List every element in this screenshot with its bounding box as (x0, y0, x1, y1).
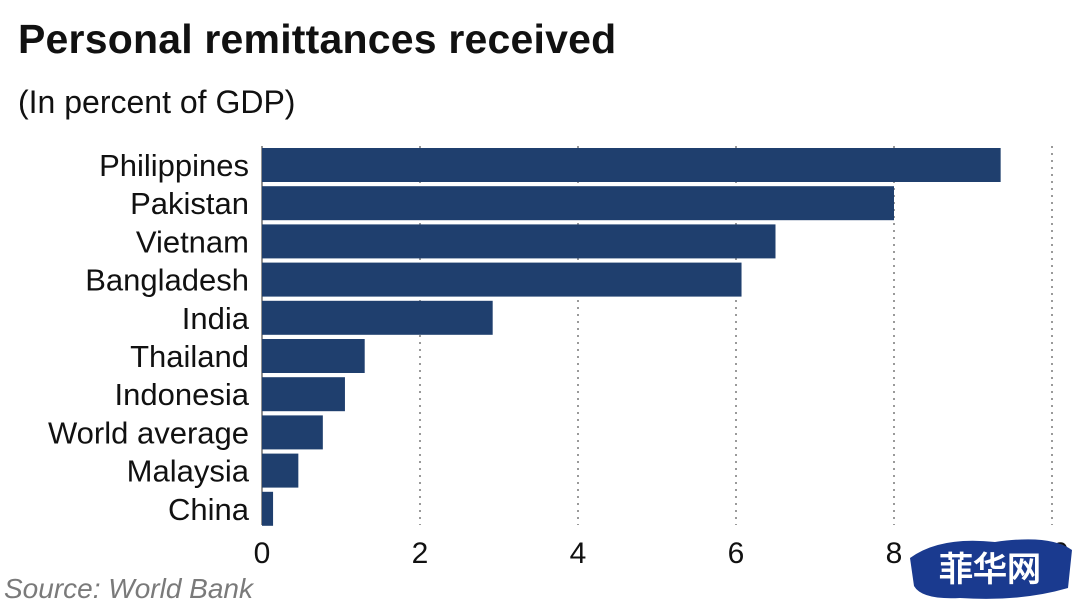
category-label: Pakistan (130, 186, 249, 221)
x-tick-label: 0 (254, 537, 271, 570)
category-label: World average (48, 415, 249, 450)
bar (262, 300, 493, 335)
category-label: Indonesia (115, 377, 250, 412)
category-label: Malaysia (127, 454, 250, 489)
x-tick-label: 4 (570, 537, 587, 570)
bar (262, 491, 274, 526)
bars (262, 148, 1001, 526)
watermark-text: 菲华网 (939, 550, 1041, 590)
source-note: Source: World Bank (4, 573, 253, 604)
watermark-logo: 菲华网 (910, 539, 1072, 599)
bar (262, 148, 1001, 182)
category-label: Bangladesh (85, 263, 249, 298)
x-tick-label: 8 (886, 537, 903, 570)
x-tick-label: 2 (412, 537, 429, 570)
category-label: Vietnam (136, 224, 249, 259)
category-label: China (168, 492, 250, 527)
category-label: Thailand (130, 339, 249, 374)
chart-subtitle: (In percent of GDP) (18, 84, 296, 120)
x-tick-label: 6 (728, 537, 745, 570)
category-label: India (182, 301, 250, 336)
bar (262, 377, 345, 412)
chart-title: Personal remittances received (18, 16, 617, 62)
bar (262, 453, 299, 488)
category-label: Philippines (99, 148, 249, 183)
bar (262, 224, 776, 259)
bar (262, 262, 742, 297)
bar (262, 339, 365, 373)
bar (262, 186, 894, 221)
bar (262, 415, 323, 450)
